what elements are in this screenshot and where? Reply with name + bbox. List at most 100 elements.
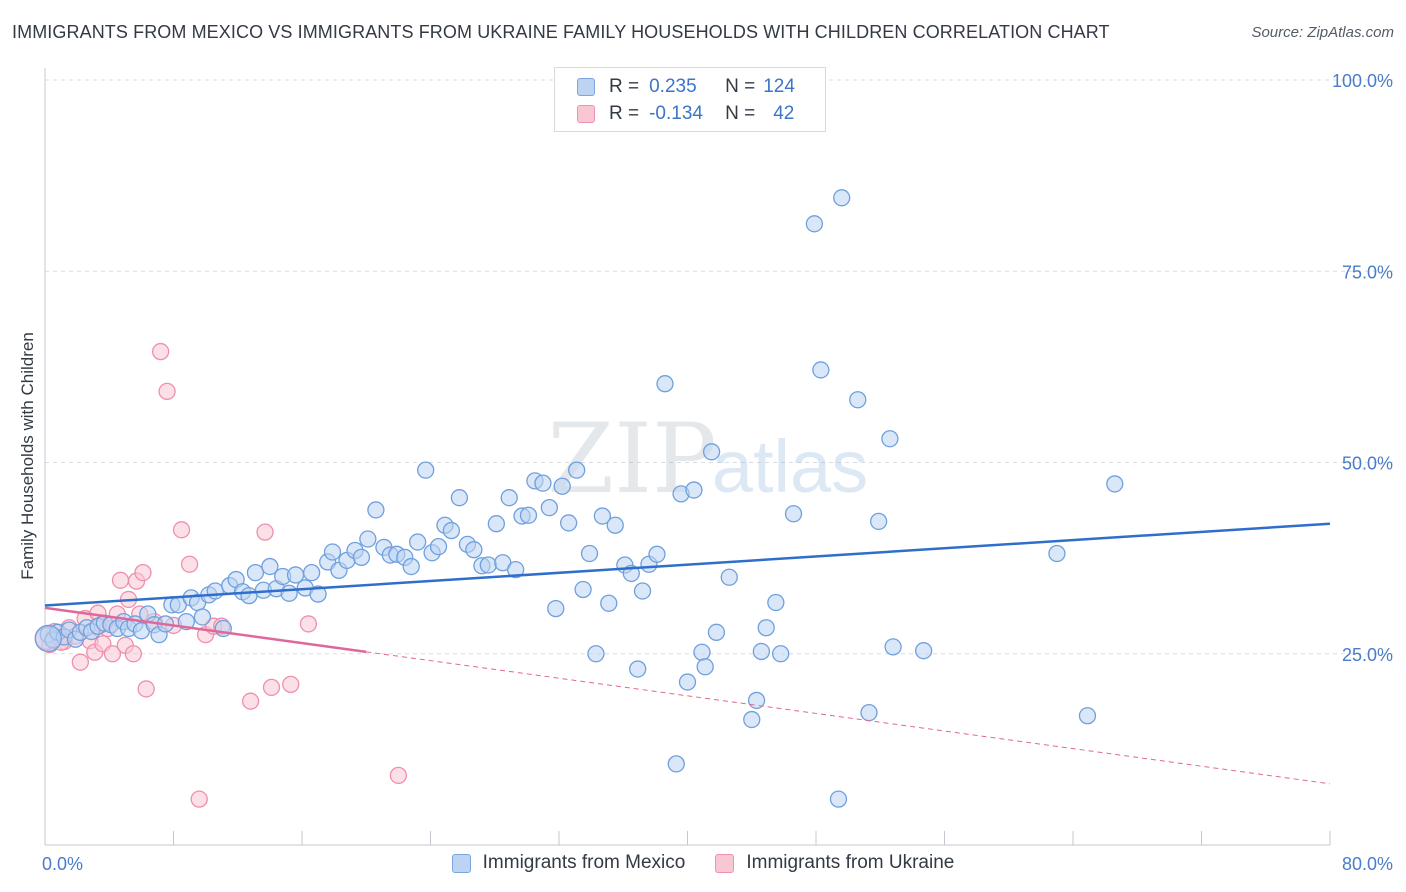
mexico-point	[702, 443, 721, 461]
mexico-point	[648, 545, 666, 563]
ukraine-point	[172, 521, 191, 539]
mexico-point	[465, 541, 483, 559]
mexico-point	[720, 568, 738, 586]
mexico-point	[743, 710, 761, 729]
mexico-point	[914, 642, 933, 660]
mexico-point	[417, 461, 435, 479]
mexico-point	[547, 599, 565, 618]
watermark-atlas: atlas	[712, 425, 868, 508]
ukraine-point	[103, 645, 122, 663]
legend-label-ukraine: Immigrants from Ukraine	[746, 852, 955, 873]
mexico-point	[402, 557, 420, 576]
ukraine-point	[111, 571, 130, 589]
legend-item-ukraine[interactable]: Immigrants from Ukraine	[715, 852, 954, 874]
mexico-point	[574, 580, 592, 599]
mexico-point	[246, 564, 265, 582]
mexico-point	[633, 582, 652, 600]
ukraine-point	[241, 692, 260, 710]
n-value-mexico: 124	[763, 76, 795, 97]
ukraine-point	[158, 382, 176, 401]
mexico-trend-line	[44, 522, 1331, 607]
ukraine-point	[299, 615, 318, 633]
series-legend: Immigrants from Mexico Immigrants from U…	[0, 852, 1406, 874]
n-label: N =	[725, 76, 756, 97]
mexico-point	[323, 543, 342, 561]
ukraine-trend-extension	[366, 651, 1331, 785]
mexico-point	[667, 755, 685, 773]
mexico-point	[500, 489, 518, 507]
mexico-point	[829, 790, 848, 808]
ukraine-points	[34, 342, 408, 808]
mexico-point	[805, 215, 824, 233]
mexico-point	[506, 560, 525, 579]
mexico-point	[606, 516, 624, 534]
legend-item-mexico[interactable]: Immigrants from Mexico	[451, 852, 686, 874]
mexico-point	[559, 514, 578, 532]
r-value-mexico: 0.235	[649, 76, 697, 97]
r-value-ukraine: -0.134	[649, 103, 703, 124]
mexico-point	[593, 507, 612, 525]
mexico-point	[629, 660, 647, 678]
mexico-point	[487, 515, 506, 533]
tick-labels: 25.0% 50.0% 75.0% 100.0% 0.0% 80.0%	[42, 71, 1393, 874]
r-label: R =	[609, 103, 640, 124]
mexico-point	[280, 584, 298, 602]
mexico-point	[1078, 707, 1097, 725]
y-tick-label: 25.0%	[1342, 645, 1393, 665]
r-label: R =	[609, 76, 640, 97]
mexico-point	[849, 391, 867, 409]
mexico-point	[261, 557, 279, 576]
mexico-point	[34, 624, 62, 653]
ukraine-point	[256, 523, 274, 541]
mexico-point	[568, 461, 586, 479]
legend-swatch-mexico	[451, 853, 471, 873]
mexico-point	[884, 638, 902, 656]
mexico-point	[519, 506, 538, 524]
mexico-point	[812, 361, 830, 379]
mexico-point	[678, 673, 697, 691]
mexico-point	[757, 619, 775, 637]
mexico-point	[1106, 475, 1124, 493]
y-tick-label: 50.0%	[1342, 454, 1393, 474]
mexico-point	[309, 585, 327, 603]
y-tick-label: 100.0%	[1332, 71, 1393, 91]
mexico-point	[193, 608, 212, 626]
mexico-points	[34, 189, 1124, 808]
x-tick-label: 80.0%	[1342, 854, 1393, 874]
mexico-point	[587, 645, 605, 663]
ukraine-point	[180, 555, 199, 573]
mexico-point	[534, 474, 552, 492]
legend-swatch-ukraine	[577, 105, 595, 123]
mexico-point	[693, 643, 711, 661]
mexico-point	[869, 512, 888, 531]
source-label: Source: ZipAtlas.com	[1251, 24, 1394, 41]
mexico-point	[696, 658, 714, 676]
mexico-point	[833, 189, 851, 207]
mexico-point	[881, 430, 899, 448]
mexico-point	[707, 623, 726, 641]
mexico-point	[767, 593, 785, 612]
ukraine-point	[262, 678, 281, 697]
ukraine-point	[282, 675, 300, 693]
ukraine-point	[134, 564, 152, 582]
ukraine-point	[124, 645, 142, 663]
ukraine-trend-line	[44, 606, 367, 654]
mexico-point	[784, 505, 803, 523]
mexico-point	[429, 538, 448, 556]
mexico-point	[359, 530, 377, 548]
chart-title: IMMIGRANTS FROM MEXICO VS IMMIGRANTS FRO…	[12, 22, 1110, 42]
mexico-point	[442, 521, 461, 540]
legend-label-mexico: Immigrants from Mexico	[482, 852, 686, 873]
x-tick-label: 0.0%	[42, 854, 83, 874]
mexico-point	[240, 586, 258, 605]
mexico-point	[540, 498, 559, 517]
mexico-point	[302, 564, 321, 582]
mexico-point	[479, 556, 497, 574]
legend-swatch-mexico	[577, 78, 595, 96]
correlation-legend: R = 0.235 N = 124 R = -0.134 N = 42	[554, 67, 826, 132]
mexico-point	[580, 544, 599, 563]
ukraine-point	[71, 653, 89, 671]
n-value-ukraine: 42	[773, 103, 795, 124]
mexico-point	[685, 481, 703, 499]
